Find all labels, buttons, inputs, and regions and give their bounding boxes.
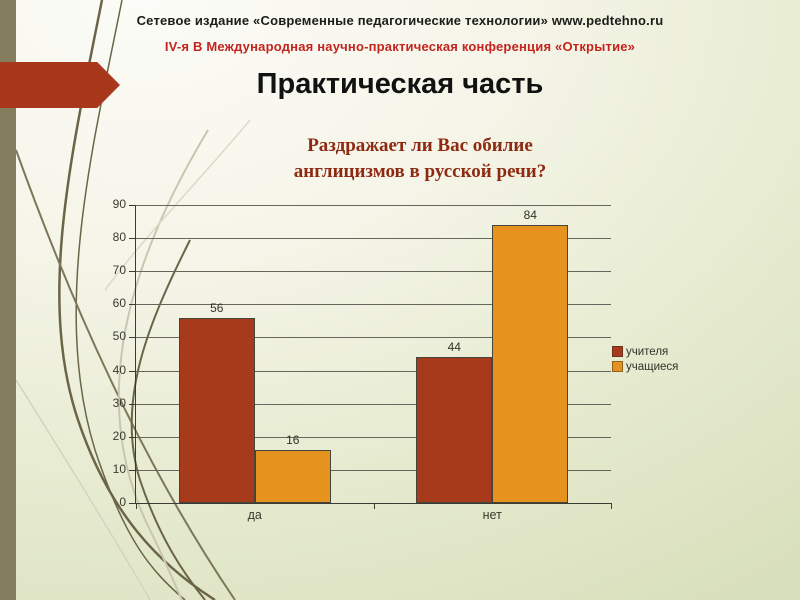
chart-title-line2: англицизмов в русской речи?	[293, 160, 547, 182]
y-axis-label: 90	[112, 197, 126, 211]
y-axis-label: 20	[112, 428, 126, 443]
x-axis-tick	[373, 503, 375, 509]
category-label: нет	[482, 508, 502, 522]
bar-value-label: 16	[286, 433, 300, 448]
y-axis-tick	[129, 304, 136, 306]
bar-value-label: 84	[523, 207, 537, 222]
y-axis-label: 40	[112, 362, 126, 377]
y-axis-label: 10	[112, 461, 126, 476]
y-axis-tick	[129, 436, 136, 438]
gridline	[136, 436, 611, 438]
y-axis-label: 70	[112, 263, 126, 278]
gridline	[136, 205, 611, 206]
gridline	[136, 271, 611, 273]
chart-title: Раздражает ли Вас обилие англицизмов в р…	[120, 133, 720, 184]
gridline	[136, 238, 611, 240]
bar-chart: Раздражает ли Вас обилие англицизмов в р…	[0, 125, 800, 545]
gridline	[136, 337, 611, 339]
legend-label: учителя	[626, 345, 669, 358]
bar-да-учителя	[178, 317, 255, 503]
gridline	[136, 469, 611, 471]
bar-да-учащиеся	[254, 450, 331, 503]
gridline	[136, 304, 611, 306]
legend-swatch	[612, 346, 623, 357]
slide-title: Практическая часть	[256, 68, 544, 100]
y-axis-tick	[129, 238, 136, 240]
x-axis-tick	[611, 503, 612, 509]
conference-subtitle: IV-я В Международная научно-практическая…	[164, 39, 636, 54]
y-axis-tick	[129, 503, 136, 504]
y-axis-label: 30	[112, 395, 126, 410]
site-header: Сетевое издание «Современные педагогичес…	[136, 13, 664, 28]
legend-label: учащиеся	[626, 360, 679, 373]
gridline	[136, 403, 611, 405]
category-label: да	[247, 508, 262, 522]
gridline	[136, 370, 611, 372]
bar-value-label: 44	[447, 340, 461, 355]
y-axis-tick	[129, 337, 136, 339]
bar-нет-учителя	[416, 357, 493, 503]
y-axis-tick	[129, 205, 136, 206]
bar-нет-учащиеся	[492, 224, 569, 503]
legend-item-teachers: учителя	[612, 344, 678, 359]
y-axis-tick	[129, 271, 136, 273]
plot-area: 0 10 20 30 40 50 60 70 80 90 да 56 16 нет 44 84	[113, 197, 612, 522]
y-axis-label: 60	[112, 296, 126, 311]
legend-item-students: учащиеся	[612, 359, 678, 374]
chart-legend: учителя учащиеся	[612, 344, 678, 374]
y-axis-label: 0	[119, 495, 126, 509]
y-axis-label: 50	[112, 329, 126, 344]
bar-value-label: 56	[210, 300, 224, 315]
chart-title-line1: Раздражает ли Вас обилие	[307, 135, 533, 156]
x-axis-tick	[136, 503, 137, 509]
y-axis-tick	[129, 370, 136, 372]
y-axis-tick	[129, 403, 136, 405]
left-accent-bar	[0, 0, 16, 600]
y-axis-tick	[129, 469, 136, 471]
y-axis-label: 80	[112, 230, 126, 245]
legend-swatch	[612, 361, 623, 372]
